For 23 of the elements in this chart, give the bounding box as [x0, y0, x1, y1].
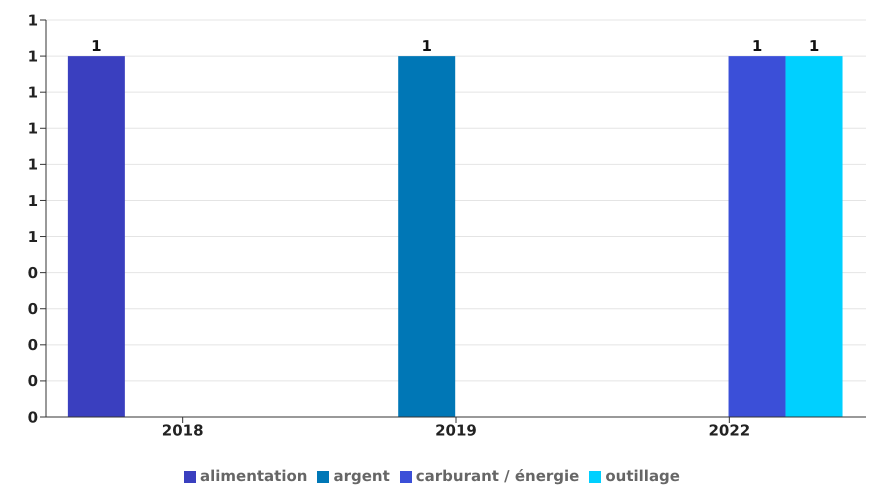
y-tick-label: 0	[28, 408, 38, 426]
y-tick-label: 1	[28, 192, 38, 210]
x-tick-label: 2022	[708, 422, 750, 440]
legend-label: argent	[333, 467, 390, 485]
legend-label: alimentation	[200, 467, 308, 485]
data-label: 1	[91, 37, 102, 56]
data-label: 1	[808, 37, 820, 56]
legend-label: outillage	[605, 467, 680, 485]
x-tick-label: 2018	[162, 422, 204, 440]
y-tick-label: 1	[28, 11, 38, 30]
data-label: 1	[421, 37, 432, 56]
x-tick-label: 2019	[435, 422, 477, 440]
y-tick-label: 0	[28, 372, 38, 390]
y-tick-label: 0	[28, 300, 38, 318]
legend-label: carburant / énergie	[416, 467, 580, 485]
y-tick-label: 1	[28, 84, 38, 102]
y-tick-label: 1	[28, 156, 38, 174]
y-tick-label: 1	[28, 120, 38, 138]
y-tick-label: 0	[28, 336, 38, 354]
y-tick-label: 0	[28, 264, 38, 282]
data-label: 1	[752, 37, 762, 56]
y-tick-label: 1	[28, 228, 38, 246]
y-tick-label: 1	[28, 47, 38, 66]
